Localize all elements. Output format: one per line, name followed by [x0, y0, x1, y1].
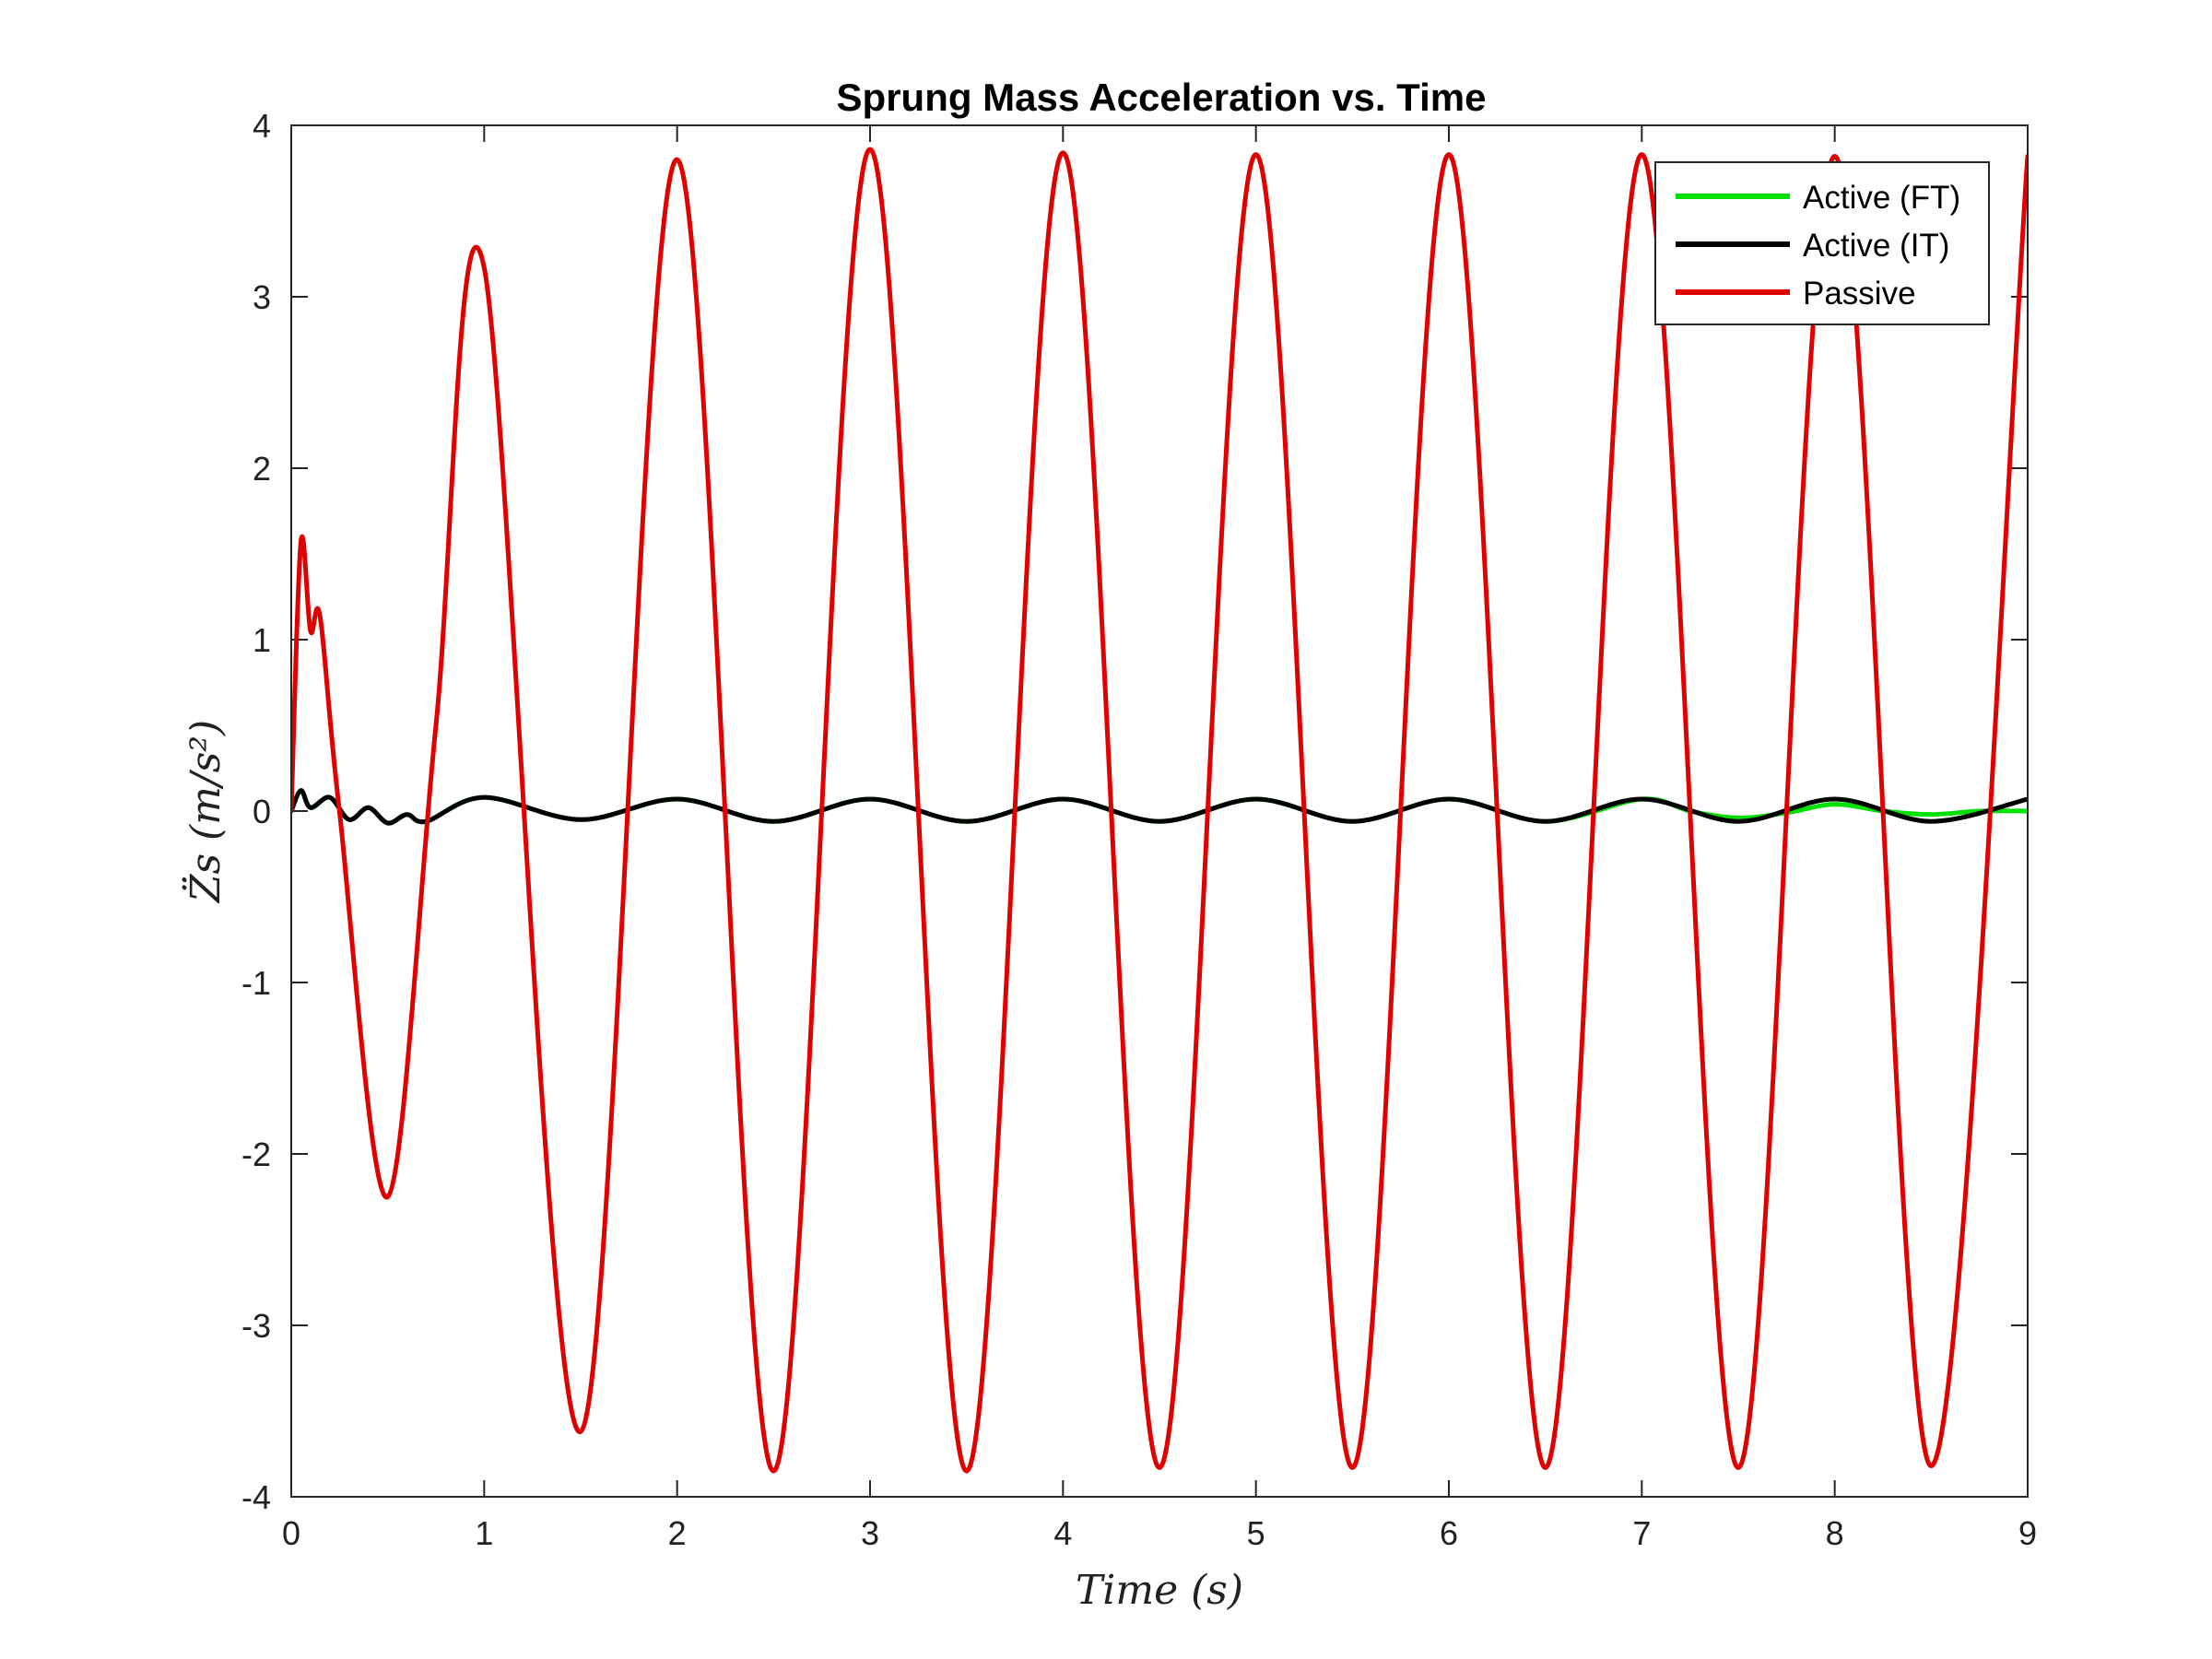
x-axis-ticks: 0 1 2 3 4 5 6 7 8 9	[282, 125, 2037, 1552]
x-axis-label: Time (s)	[1076, 1567, 1243, 1614]
y-tick-label: 0	[253, 793, 271, 830]
y-tick-label: -1	[241, 964, 271, 1002]
y-axis-label: Z̈s (m/s²)	[181, 720, 229, 904]
y-tick-label: 4	[253, 107, 271, 145]
legend-label-passive: Passive	[1803, 276, 1916, 312]
legend-label-active-ft: Active (FT)	[1803, 180, 1960, 216]
x-tick-label: 2	[668, 1514, 687, 1552]
x-tick-label: 9	[2018, 1514, 2037, 1552]
axes-box	[290, 124, 2029, 1498]
plot-area	[291, 125, 2028, 1497]
legend: Active (FT) Active (IT) Passive	[1654, 161, 1990, 325]
y-tick-label: 3	[253, 278, 271, 316]
series-group	[291, 147, 2028, 1474]
x-tick-label: 6	[1440, 1514, 1458, 1552]
x-tick-label: 3	[861, 1514, 879, 1552]
y-tick-label: 1	[253, 621, 271, 659]
y-tick-label: -4	[241, 1478, 271, 1516]
x-tick-label: 8	[1826, 1514, 1844, 1552]
x-tick-label: 7	[1632, 1514, 1651, 1552]
chart-title: Sprung Mass Acceleration vs. Time	[837, 76, 1487, 119]
y-tick-label: 2	[253, 450, 271, 488]
y-tick-label: -3	[241, 1307, 271, 1345]
x-tick-label: 0	[282, 1514, 300, 1552]
legend-label-active-it: Active (IT)	[1803, 228, 1949, 264]
series-line-passive	[291, 147, 2028, 1474]
x-tick-label: 5	[1247, 1514, 1265, 1552]
x-tick-label: 1	[475, 1514, 493, 1552]
y-tick-label: -2	[241, 1135, 271, 1173]
x-tick-label: 4	[1053, 1514, 1072, 1552]
